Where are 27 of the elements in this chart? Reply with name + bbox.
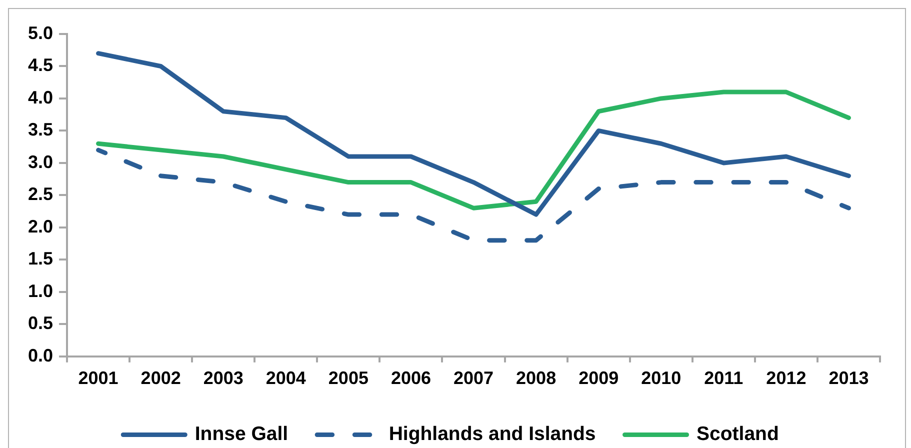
- y-tick-label: 4.0: [28, 87, 54, 108]
- y-tick-label: 4.5: [28, 55, 54, 76]
- x-tick-label: 2009: [578, 368, 619, 388]
- x-tick-label: 2013: [828, 368, 869, 388]
- y-tick-label: 0.5: [28, 313, 54, 334]
- y-tick-label: 2.5: [28, 184, 54, 204]
- x-tick-label: 2008: [516, 368, 556, 388]
- y-tick-label: 3.5: [28, 120, 54, 140]
- y-tick-label: 5.0: [28, 22, 54, 43]
- x-tick-label: 2007: [453, 368, 494, 388]
- y-tick-label: 0.0: [28, 345, 54, 366]
- legend-label: Highlands and Islands: [388, 423, 596, 446]
- legend-label: Scotland: [696, 423, 779, 446]
- y-tick-label: 1.5: [28, 248, 54, 269]
- x-tick-label: 2005: [328, 368, 368, 388]
- x-tick-label: 2003: [203, 368, 244, 388]
- y-tick-label: 3.0: [28, 152, 54, 172]
- x-tick-label: 2012: [766, 368, 806, 388]
- x-tick-label: 2001: [78, 368, 118, 388]
- legend-label: Innse Gall: [194, 423, 288, 446]
- y-tick-label: 1.0: [28, 280, 54, 301]
- x-tick-label: 2002: [140, 368, 181, 388]
- x-tick-label: 2010: [641, 368, 682, 388]
- y-tick-label: 2.0: [28, 216, 54, 236]
- x-tick-label: 2004: [266, 368, 306, 388]
- x-tick-label: 2011: [704, 368, 744, 388]
- x-tick-label: 2006: [390, 368, 431, 388]
